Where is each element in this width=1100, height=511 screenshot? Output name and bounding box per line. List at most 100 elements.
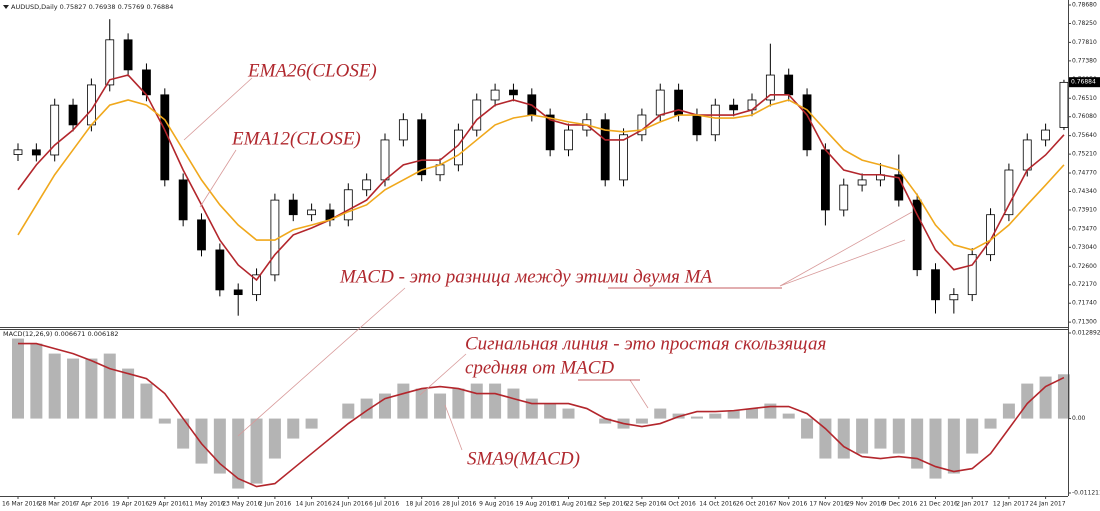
macd-bar [103,353,116,419]
candle-body [967,254,977,296]
annotation: средняя от MACD [465,357,614,378]
annotation: MACD - это разница между этими двумя МА [339,266,712,287]
x-tick-label: 24 Jan 2017 [1030,501,1066,508]
candle-body [637,114,647,136]
candle-body [380,139,390,181]
candle-body [784,74,794,96]
y-tick-label: 0.77810 [1072,39,1097,46]
candle-body [307,209,317,216]
candle-body [31,149,41,156]
macd-bar [966,418,979,454]
candle-body [490,89,500,101]
menu-arrow [3,5,9,9]
candle-body [270,199,280,276]
candle-body [564,129,573,151]
y-tick-label: 0.73910 [1072,206,1097,213]
macd-bar [727,410,740,419]
x-tick-label: 12 Jan 2017 [993,501,1029,508]
macd-title: MACD(12,26,9) 0.006671 0.006182 [3,330,119,338]
candle-body [105,39,115,86]
y-tick-label: 0.012892 [1072,330,1100,337]
y-tick-label: 0.74770 [1072,170,1097,177]
macd-bar [415,388,428,419]
y-tick-label: 0.74340 [1072,188,1097,195]
macd-bar [232,418,245,489]
x-tick-label: 24 Jun 2016 [332,501,368,508]
candle-body [417,119,427,176]
candle-body [839,184,849,211]
candle-body [949,294,959,301]
plot [12,19,1070,489]
macd-bar [250,418,263,484]
x-tick-label: 28 Mar 2016 [39,501,77,508]
macd-bar [746,408,758,419]
macd-bar [1021,383,1034,419]
candle-body [252,274,261,296]
ema-line [17,74,1065,282]
candle-body [857,179,867,186]
macd-bar [654,408,667,419]
macd-bar [599,418,612,424]
candle-body [123,39,133,71]
candle-body [710,104,720,136]
x-tick-label: 7 Nov 2016 [773,501,808,508]
macd-bar [67,358,80,419]
candle-body [343,189,353,221]
candle-body [986,214,995,256]
x-tick-label: 23 May 2016 [222,501,261,508]
candle-body [13,149,23,155]
y-tick-label: 0.78250 [1072,20,1097,27]
chart-title: AUDUSD,Daily 0.75827 0.76938 0.75769 0.7… [11,3,173,11]
pointer [199,149,237,208]
macd-bar [48,353,61,419]
y-tick-label: 0.72170 [1072,281,1097,288]
x-tick-label: 26 Oct 2016 [736,501,773,508]
candle-body [233,289,243,296]
x-tick-label: 17 Nov 2016 [809,501,848,508]
x-tick-label: 28 Jul 2016 [442,501,476,508]
macd-bar [177,418,190,449]
x-tick-label: 12 Sep 2016 [589,501,627,508]
macd-bar [452,388,465,419]
pointer [419,353,467,396]
pointer [444,404,463,451]
macd-bar [892,418,905,454]
macd-bar [85,358,98,419]
x-tick-label: 22 Sep 2016 [626,501,664,508]
x-tick-label: 2 Jan 2017 [956,501,988,508]
x-tick-label: 11 May 2016 [186,501,225,508]
y-tick-label: 0.75640 [1072,132,1097,139]
y-tick-label: 0.71740 [1072,300,1097,307]
macd-bar [819,418,832,459]
macd-bar [30,343,43,419]
candle-body [729,104,739,111]
x-tick-label: 7 Apr 2016 [75,501,108,508]
x-tick-label: 18 Jul 2016 [406,501,440,508]
macd-bar [856,418,869,454]
y-tick-label: 0.73040 [1072,244,1097,251]
candle-body [398,119,408,141]
macd-bar [635,418,648,424]
macd-bar [525,398,538,419]
pointer [237,287,406,437]
last-price-label: 0.76884 [1071,79,1096,86]
signal-line [18,342,1065,488]
x-tick-label: 19 Apr 2016 [112,501,149,508]
macd-bar [984,418,997,429]
macd-bar [268,418,281,459]
macd-bar [195,418,208,464]
macd-bar [489,383,502,419]
y-tick-label: 0.77380 [1072,57,1097,64]
x-tick-label: 31 Aug 2016 [553,501,592,508]
macd-bar [782,413,795,419]
x-tick-label: 14 Oct 2016 [699,501,736,508]
macd-bar [397,383,410,419]
candle-body [1041,129,1050,141]
macd-bar [690,416,703,419]
annotation: SMA9(MACD) [467,448,580,469]
macd-bar [874,418,887,449]
macd-bar [911,418,924,469]
candle-body [197,219,206,251]
macd-bar [1057,374,1070,419]
y-tick-label: 0.76510 [1072,95,1097,102]
